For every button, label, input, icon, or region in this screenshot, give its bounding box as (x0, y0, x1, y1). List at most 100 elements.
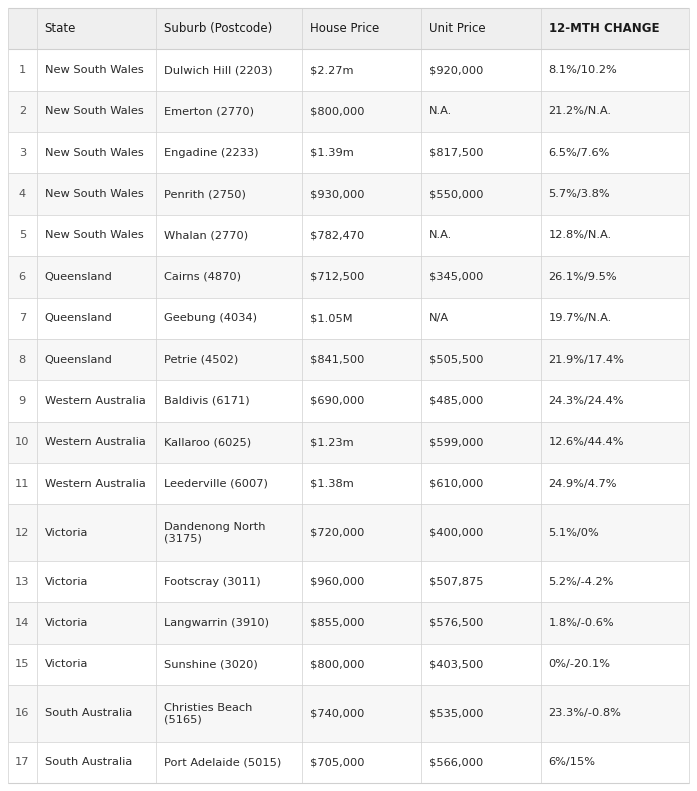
Text: 10: 10 (15, 437, 29, 447)
Text: $550,000: $550,000 (429, 189, 484, 199)
Text: Petrie (4502): Petrie (4502) (164, 354, 238, 365)
Text: N.A.: N.A. (429, 230, 452, 240)
Text: $690,000: $690,000 (310, 396, 365, 406)
Text: Leederville (6007): Leederville (6007) (164, 479, 268, 489)
Text: 11: 11 (15, 479, 29, 489)
Text: $705,000: $705,000 (310, 757, 365, 767)
Text: 8.1%/10.2%: 8.1%/10.2% (549, 65, 618, 75)
Text: N.A.: N.A. (429, 107, 452, 116)
Text: $920,000: $920,000 (429, 65, 484, 75)
Text: $576,500: $576,500 (429, 618, 484, 628)
Text: 0%/-20.1%: 0%/-20.1% (549, 660, 611, 669)
Text: 2: 2 (19, 107, 26, 116)
Text: Port Adelaide (5015): Port Adelaide (5015) (164, 757, 281, 767)
Text: 12-MTH CHANGE: 12-MTH CHANGE (549, 22, 659, 35)
Text: Queensland: Queensland (45, 272, 112, 282)
Text: 12.8%/N.A.: 12.8%/N.A. (549, 230, 612, 240)
Text: $566,000: $566,000 (429, 757, 484, 767)
Text: Victoria: Victoria (45, 528, 88, 538)
Text: New South Wales: New South Wales (45, 148, 144, 157)
Text: 14: 14 (15, 618, 29, 628)
Bar (8, 602, 689, 644)
Text: Victoria: Victoria (45, 618, 88, 628)
Text: $782,470: $782,470 (310, 230, 365, 240)
Text: Western Australia: Western Australia (45, 396, 146, 406)
Text: Penrith (2750): Penrith (2750) (164, 189, 245, 199)
Text: 21.2%/N.A.: 21.2%/N.A. (549, 107, 611, 116)
Bar (8, 380, 689, 422)
Text: Western Australia: Western Australia (45, 479, 146, 489)
Bar (8, 561, 689, 602)
Text: New South Wales: New South Wales (45, 230, 144, 240)
Text: $720,000: $720,000 (310, 528, 365, 538)
Bar (8, 422, 689, 463)
Text: $1.39m: $1.39m (310, 148, 354, 157)
Text: 6%/15%: 6%/15% (549, 757, 595, 767)
Text: House Price: House Price (310, 22, 379, 35)
Text: 5.7%/3.8%: 5.7%/3.8% (549, 189, 610, 199)
Text: 8: 8 (19, 354, 26, 365)
Text: Engadine (2233): Engadine (2233) (164, 148, 259, 157)
Text: $507,875: $507,875 (429, 577, 484, 587)
Text: Western Australia: Western Australia (45, 437, 146, 447)
Text: Queensland: Queensland (45, 313, 112, 324)
Text: Dulwich Hill (2203): Dulwich Hill (2203) (164, 65, 273, 75)
Text: Cairns (4870): Cairns (4870) (164, 272, 240, 282)
Text: 1: 1 (19, 65, 26, 75)
Text: 15: 15 (15, 660, 29, 669)
Text: $740,000: $740,000 (310, 708, 365, 718)
Text: $1.38m: $1.38m (310, 479, 354, 489)
Bar (8, 644, 689, 685)
Text: 6: 6 (19, 272, 26, 282)
Bar (8, 256, 689, 297)
Text: State: State (45, 22, 76, 35)
Text: South Australia: South Australia (45, 708, 132, 718)
Text: $841,500: $841,500 (310, 354, 365, 365)
Bar (8, 685, 689, 742)
Text: New South Wales: New South Wales (45, 107, 144, 116)
Bar (8, 173, 689, 215)
Text: $403,500: $403,500 (429, 660, 484, 669)
Text: Sunshine (3020): Sunshine (3020) (164, 660, 257, 669)
Text: 24.3%/24.4%: 24.3%/24.4% (549, 396, 624, 406)
Bar (8, 91, 689, 132)
Text: 9: 9 (19, 396, 26, 406)
Bar (8, 505, 689, 561)
Text: Dandenong North
(3175): Dandenong North (3175) (164, 522, 266, 543)
Bar (8, 49, 689, 91)
Text: Christies Beach
(5165): Christies Beach (5165) (164, 702, 252, 724)
Text: 6.5%/7.6%: 6.5%/7.6% (549, 148, 610, 157)
Text: $485,000: $485,000 (429, 396, 484, 406)
Text: 17: 17 (15, 757, 29, 767)
Text: $610,000: $610,000 (429, 479, 484, 489)
Text: $800,000: $800,000 (310, 660, 365, 669)
Text: 12: 12 (15, 528, 29, 538)
Text: $930,000: $930,000 (310, 189, 365, 199)
Text: 24.9%/4.7%: 24.9%/4.7% (549, 479, 617, 489)
Text: $505,500: $505,500 (429, 354, 484, 365)
Text: 5.2%/-4.2%: 5.2%/-4.2% (549, 577, 614, 587)
Text: Queensland: Queensland (45, 354, 112, 365)
Bar (8, 339, 689, 380)
Text: 16: 16 (15, 708, 29, 718)
Text: Kallaroo (6025): Kallaroo (6025) (164, 437, 251, 447)
Text: New South Wales: New South Wales (45, 65, 144, 75)
Bar (8, 215, 689, 256)
Text: $817,500: $817,500 (429, 148, 484, 157)
Text: Unit Price: Unit Price (429, 22, 486, 35)
Text: Emerton (2770): Emerton (2770) (164, 107, 254, 116)
Bar (8, 463, 689, 505)
Text: $345,000: $345,000 (429, 272, 484, 282)
Text: Victoria: Victoria (45, 577, 88, 587)
Text: $1.23m: $1.23m (310, 437, 354, 447)
Text: $800,000: $800,000 (310, 107, 365, 116)
Text: Suburb (Postcode): Suburb (Postcode) (164, 22, 272, 35)
Text: $1.05M: $1.05M (310, 313, 353, 324)
Text: 5.1%/0%: 5.1%/0% (549, 528, 599, 538)
Text: 21.9%/17.4%: 21.9%/17.4% (549, 354, 625, 365)
Text: $712,500: $712,500 (310, 272, 365, 282)
Text: 5: 5 (19, 230, 26, 240)
Text: 12.6%/44.4%: 12.6%/44.4% (549, 437, 624, 447)
Text: $535,000: $535,000 (429, 708, 484, 718)
Text: 1.8%/-0.6%: 1.8%/-0.6% (549, 618, 614, 628)
